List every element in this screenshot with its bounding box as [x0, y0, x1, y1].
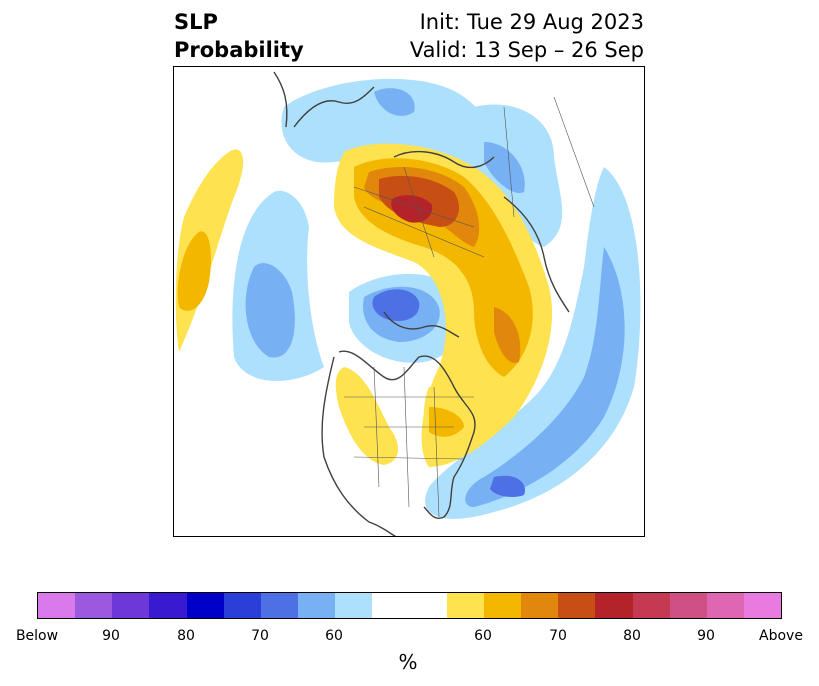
colorbar-cell [335, 593, 373, 618]
colorbar-cell [112, 593, 150, 618]
colorbar-tick-label: 90 [697, 628, 715, 644]
colorbar [37, 592, 782, 619]
colorbar-cell [706, 593, 744, 618]
title-variable: SLP [174, 10, 218, 34]
colorbar-cell [372, 593, 410, 618]
title-right: Init: Tue 29 Aug 2023 Valid: 13 Sep – 26… [410, 8, 644, 64]
colorbar-cell [669, 593, 707, 618]
country-borders [344, 96, 595, 518]
colorbar-cell [743, 593, 782, 618]
colorbar-tick-label: 60 [474, 628, 492, 644]
colorbar-cell [521, 593, 559, 618]
coastlines [273, 71, 570, 536]
valid-range: Valid: 13 Sep – 26 Sep [409, 38, 644, 62]
title-left: SLP Probability [174, 8, 304, 64]
colorbar-tick-label: 70 [549, 628, 567, 644]
init-date: Init: Tue 29 Aug 2023 [419, 10, 644, 34]
colorbar-cell [298, 593, 336, 618]
colorbar-cell [38, 593, 76, 618]
colorbar-label: % [398, 650, 418, 674]
colorbar-tick-label: Below [15, 628, 59, 644]
colorbar-cell [446, 593, 484, 618]
colorbar-tick-label: Above [759, 628, 803, 644]
colorbar-cell [558, 593, 596, 618]
colorbar-cell [409, 593, 447, 618]
colorbar-cell [483, 593, 522, 618]
colorbar-cell [260, 593, 299, 618]
map-panel [173, 66, 645, 537]
colorbar-cell [595, 593, 633, 618]
colorbar-tick-label: 70 [251, 628, 269, 644]
colorbar-cell [149, 593, 187, 618]
colorbar-tick-label: 60 [325, 628, 343, 644]
colorbar-cell [186, 593, 224, 618]
colorbar-tick-label: 80 [623, 628, 641, 644]
colorbar-cell [632, 593, 670, 618]
colorbar-tick-label: 80 [177, 628, 195, 644]
probability-map [175, 71, 641, 536]
colorbar-cell [223, 593, 261, 618]
colorbar-tick-label: 90 [102, 628, 120, 644]
title-type: Probability [174, 38, 304, 62]
above-80-regions [391, 195, 433, 223]
colorbar-cell [75, 593, 113, 618]
